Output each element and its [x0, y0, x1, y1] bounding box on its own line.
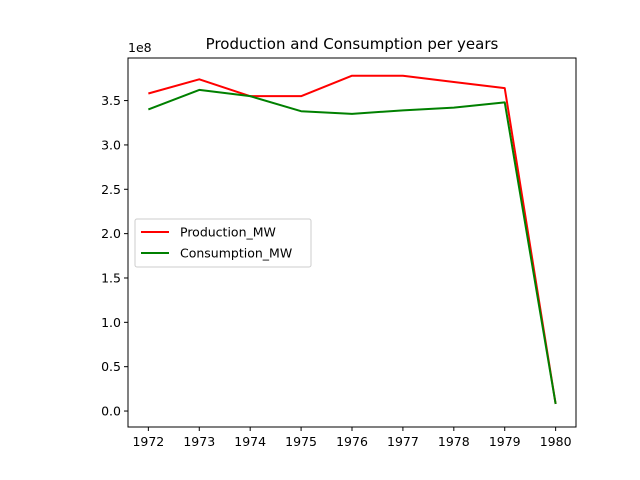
x-tick-label: 1975	[285, 434, 317, 449]
x-tick-label: 1979	[489, 434, 521, 449]
y-tick-label: 0.0	[101, 404, 121, 419]
y-tick-label: 3.5	[101, 93, 121, 108]
series-line-production-mw	[148, 74, 557, 405]
x-tick-label: 1974	[234, 434, 266, 449]
y-tick-label: 0.5	[101, 359, 121, 374]
legend-label: Consumption_MW	[180, 246, 292, 261]
y-tick-label: 2.0	[101, 226, 121, 241]
y-tick-label: 3.0	[101, 137, 121, 152]
y-tick-label: 1.0	[101, 315, 121, 330]
x-axis: 1972 1973 1974 1975 1976 1977 1978 1979 1980	[132, 427, 572, 449]
plot-area	[148, 74, 557, 405]
y-offset-label: 1e8	[128, 40, 152, 55]
chart-title: Production and Consumption per years	[206, 35, 499, 53]
x-tick-label: 1977	[387, 434, 419, 449]
y-tick-label: 1.5	[101, 270, 121, 285]
x-tick-label: 1976	[336, 434, 368, 449]
series-line-consumption-mw	[148, 88, 557, 405]
y-axis: 0.0 0.5 1.0 1.5 2.0 2.5 3.0 3.5	[101, 93, 128, 419]
x-tick-label: 1973	[183, 434, 215, 449]
legend: Production_MW Consumption_MW	[134, 218, 312, 268]
x-tick-label: 1980	[540, 434, 572, 449]
y-tick-label: 2.5	[101, 182, 121, 197]
x-tick-label: 1978	[438, 434, 470, 449]
legend-label: Production_MW	[180, 225, 276, 240]
x-tick-label: 1972	[132, 434, 164, 449]
legend-box	[134, 218, 312, 268]
